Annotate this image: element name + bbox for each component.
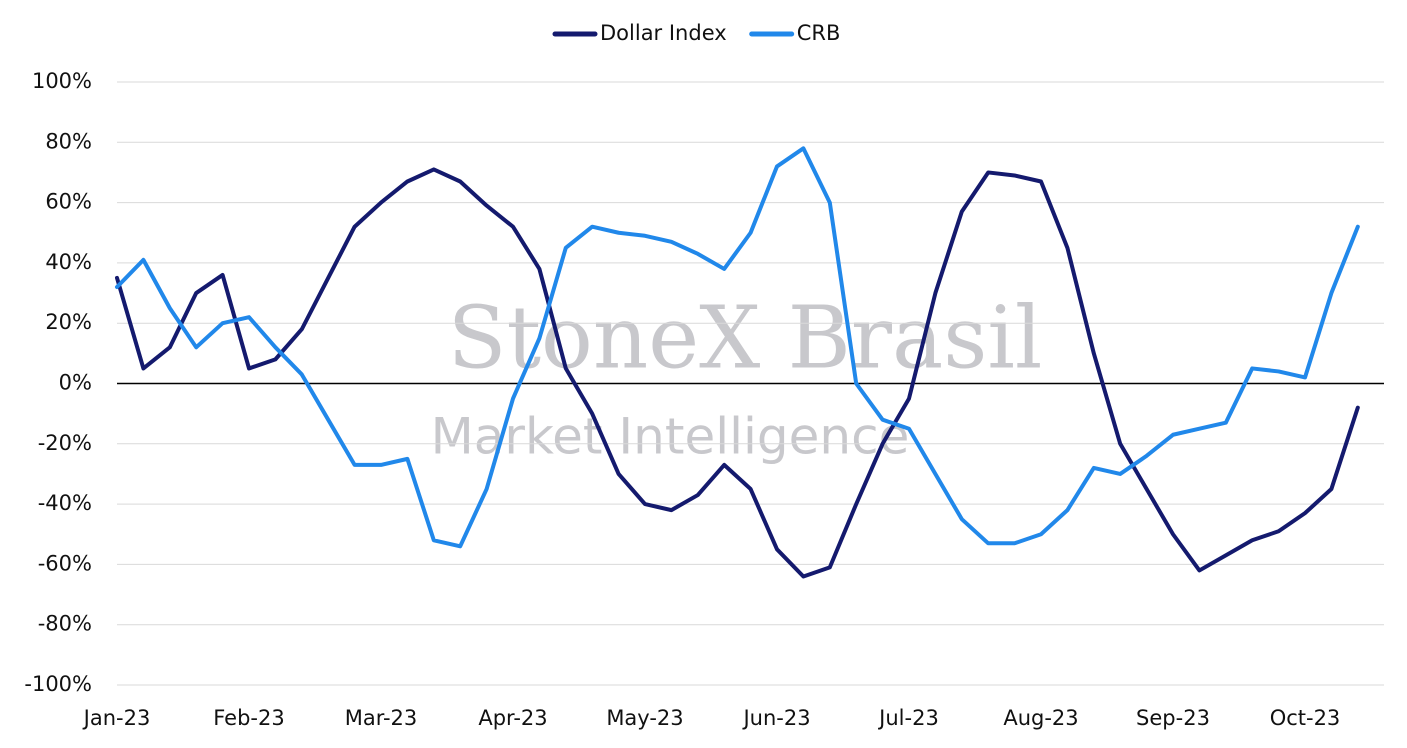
legend-label: Dollar Index bbox=[600, 21, 727, 45]
y-tick-label: 60% bbox=[45, 190, 92, 214]
y-tick-label: 100% bbox=[32, 69, 92, 93]
y-tick-label: 80% bbox=[45, 129, 92, 153]
y-tick-label: -40% bbox=[38, 491, 92, 515]
x-tick-label: Mar-23 bbox=[345, 706, 418, 730]
x-tick-label: Jan-23 bbox=[82, 706, 151, 730]
y-tick-label: -20% bbox=[38, 431, 92, 455]
x-tick-label: Jul-23 bbox=[877, 706, 939, 730]
watermark: StoneX Brasil bbox=[448, 289, 1043, 389]
y-tick-label: 0% bbox=[59, 371, 92, 395]
x-tick-label: May-23 bbox=[606, 706, 683, 730]
y-tick-label: 20% bbox=[45, 310, 92, 334]
line-series bbox=[115, 167, 1360, 579]
x-tick-label: Oct-23 bbox=[1270, 706, 1341, 730]
y-tick-label: -80% bbox=[38, 612, 92, 636]
x-tick-label: Sep-23 bbox=[1136, 706, 1210, 730]
x-tick-label: Apr-23 bbox=[478, 706, 547, 730]
watermark: Market Intelligence bbox=[431, 408, 910, 466]
y-tick-label: -100% bbox=[24, 672, 92, 696]
x-tick-label: Feb-23 bbox=[213, 706, 284, 730]
y-tick-label: 40% bbox=[45, 250, 92, 274]
y-tick-label: -60% bbox=[38, 551, 92, 575]
line-series bbox=[115, 146, 1360, 549]
x-tick-label: Aug-23 bbox=[1003, 706, 1078, 730]
x-tick-label: Jun-23 bbox=[741, 706, 810, 730]
legend-label: CRB bbox=[797, 21, 841, 45]
